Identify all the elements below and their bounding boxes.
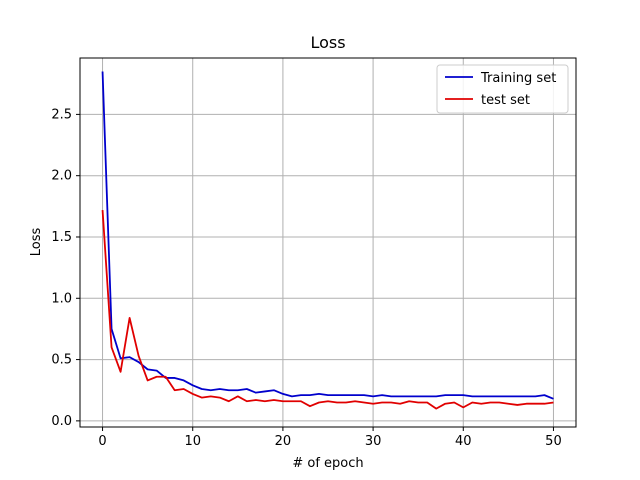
legend-label: test set	[481, 93, 530, 108]
y-axis-title: Loss	[29, 228, 44, 257]
y-tick-label: 0.5	[51, 353, 72, 368]
y-tick-label: 2.5	[51, 107, 72, 122]
x-axis-title: # of epoch	[292, 456, 363, 471]
x-tick-label: 0	[98, 434, 106, 449]
grid-lines	[80, 58, 576, 427]
x-tick-label: 20	[275, 434, 292, 449]
axis-ticks: 0 10 20 30 40 50 0.0 0.5 1.0 1.5 2.0 2.5	[51, 107, 561, 449]
x-tick-label: 50	[545, 434, 562, 449]
y-tick-label: 0.0	[51, 414, 72, 429]
legend: Training set test set	[436, 64, 569, 114]
chart-title: Loss	[310, 33, 345, 52]
x-tick-label: 10	[184, 434, 201, 449]
plot-frame	[79, 57, 577, 428]
series-line-test-set	[101, 209, 554, 410]
series-lines	[101, 71, 554, 410]
x-tick-label: 40	[455, 434, 472, 449]
legend-label: Training set	[480, 71, 556, 86]
y-tick-label: 1.5	[51, 230, 72, 245]
y-tick-label: 2.0	[51, 169, 72, 184]
x-tick-label: 30	[365, 434, 382, 449]
y-tick-label: 1.0	[51, 291, 72, 306]
series-line-training-set	[101, 71, 554, 400]
